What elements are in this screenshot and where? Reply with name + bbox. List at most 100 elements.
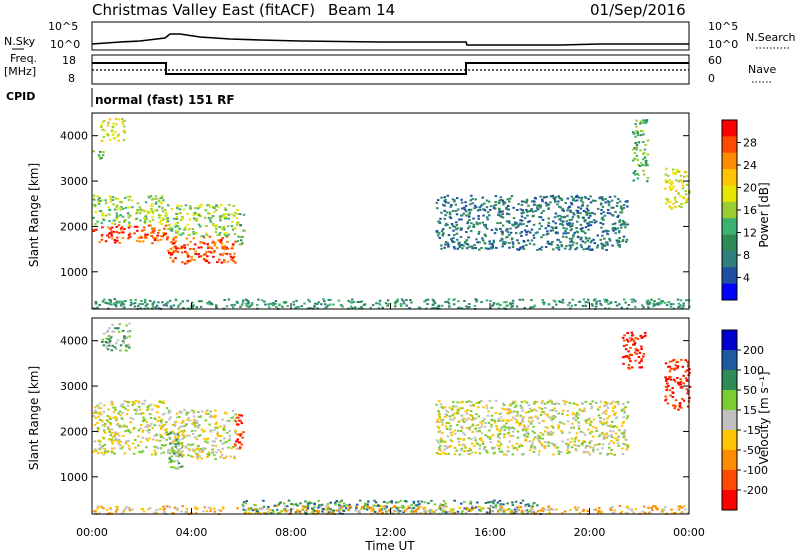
heatmap-cell <box>602 435 606 438</box>
heatmap-cell <box>679 299 683 302</box>
heatmap-cell <box>335 509 339 512</box>
heatmap-cell <box>680 307 683 310</box>
heatmap-cell <box>469 203 472 206</box>
heatmap-cell <box>463 507 466 510</box>
heatmap-cell <box>488 512 491 515</box>
colorbar-tick-label: 4 <box>743 272 750 285</box>
heatmap-cell <box>682 302 685 305</box>
heatmap-cell <box>516 411 519 413</box>
heatmap-cell <box>500 510 504 513</box>
heatmap-cell <box>127 343 131 346</box>
heatmap-cell <box>159 201 162 203</box>
heatmap-cell <box>184 262 187 265</box>
heatmap-cell <box>527 504 531 507</box>
heatmap-cell <box>151 303 154 306</box>
heatmap-cell <box>169 256 172 259</box>
heatmap-cell <box>643 505 646 508</box>
heatmap-cell <box>433 302 437 305</box>
heatmap-cell <box>572 417 576 419</box>
heatmap-cell <box>580 246 583 249</box>
heatmap-cell <box>644 122 648 124</box>
heatmap-cell <box>351 307 354 310</box>
heatmap-cell <box>451 418 455 421</box>
heatmap-cell <box>440 211 443 214</box>
heatmap-cell <box>180 510 183 513</box>
colorbar-tick-label: 15 <box>743 404 757 417</box>
heatmap-cell <box>532 438 535 441</box>
heatmap-cell <box>206 204 209 207</box>
heatmap-cell <box>222 429 226 432</box>
heatmap-cell <box>517 505 521 508</box>
heatmap-cell <box>306 502 310 505</box>
colorbar-swatch <box>722 490 737 511</box>
y-tick-label: 2000 <box>60 425 88 438</box>
heatmap-cell <box>586 510 590 512</box>
heatmap-cell <box>104 199 107 202</box>
heatmap-cell <box>533 203 537 206</box>
heatmap-cell <box>672 303 675 306</box>
heatmap-cell <box>236 433 239 436</box>
heatmap-cell <box>163 233 166 236</box>
heatmap-cell <box>127 237 130 240</box>
heatmap-cell <box>588 445 591 448</box>
heatmap-cell <box>107 420 110 423</box>
heatmap-cell <box>523 229 527 232</box>
heatmap-cell <box>174 236 177 239</box>
heatmap-cell <box>639 122 642 125</box>
heatmap-cell <box>568 248 572 251</box>
heatmap-cell <box>444 425 448 428</box>
heatmap-cell <box>467 417 470 420</box>
heatmap-cell <box>567 207 570 210</box>
heatmap-cell <box>179 219 183 222</box>
heatmap-cell <box>213 250 216 252</box>
heatmap-cell <box>163 423 167 426</box>
heatmap-cell <box>111 344 114 347</box>
heatmap-cell <box>657 298 661 301</box>
heatmap-cell <box>267 511 270 514</box>
heatmap-cell <box>411 509 415 511</box>
heatmap-cell <box>664 187 667 190</box>
heatmap-cell <box>685 199 688 201</box>
heatmap-cell <box>520 230 524 233</box>
heatmap-cell <box>665 388 668 391</box>
heatmap-cell <box>92 230 96 232</box>
heatmap-cell <box>274 504 277 507</box>
heatmap-cell <box>150 210 154 213</box>
heatmap-cell <box>520 511 524 513</box>
heatmap-cell <box>137 304 140 307</box>
heatmap-cell <box>162 402 166 405</box>
heatmap-cell <box>559 241 562 243</box>
heatmap-cell <box>494 412 498 414</box>
heatmap-cell <box>150 423 153 425</box>
heatmap-cell <box>277 511 280 514</box>
heatmap-cell <box>569 210 572 213</box>
heatmap-cell <box>178 426 182 428</box>
heatmap-cell <box>358 511 361 514</box>
heatmap-cell <box>679 304 682 307</box>
heatmap-cell <box>110 428 114 431</box>
heatmap-cell <box>613 453 616 456</box>
heatmap-cell <box>461 417 465 420</box>
heatmap-cell <box>501 238 504 241</box>
heatmap-cell <box>584 197 588 199</box>
heatmap-cell <box>504 241 508 244</box>
heatmap-cell <box>190 301 194 304</box>
heatmap-cell <box>112 136 116 139</box>
heatmap-cell <box>146 307 150 310</box>
heatmap-cell <box>103 443 107 446</box>
heatmap-cell <box>176 305 180 308</box>
heatmap-cell <box>469 208 473 211</box>
heatmap-cell <box>600 208 603 211</box>
heatmap-cell <box>528 440 532 443</box>
nsearch-label: N.Search <box>746 31 796 44</box>
heatmap-cell <box>589 214 592 217</box>
heatmap-cell <box>609 301 612 304</box>
heatmap-cell <box>218 435 221 438</box>
heatmap-cell <box>526 427 529 430</box>
heatmap-cell <box>672 378 676 381</box>
heatmap-cell <box>468 225 471 228</box>
heatmap-cell <box>374 504 378 507</box>
heatmap-cell <box>202 236 206 239</box>
heatmap-cell <box>543 402 547 405</box>
heatmap-cell <box>128 509 132 512</box>
